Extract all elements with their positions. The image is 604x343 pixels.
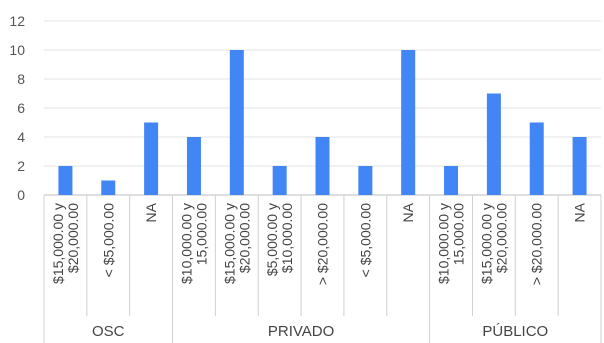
bar-privado-4 (315, 137, 330, 195)
bar-público-2 (486, 93, 501, 195)
group-labels: OSC PRIVADO PÚBLICO (92, 323, 548, 340)
bar-osc-3 (144, 122, 159, 195)
category-label: NA (572, 202, 588, 222)
category-label: $10,000.00 y (178, 203, 194, 284)
category-label: $10,000.00 (279, 203, 295, 273)
category-label: > $20,000.00 (315, 203, 331, 285)
bar-osc-2 (101, 180, 116, 195)
bar-privado-6 (401, 50, 416, 195)
bar-público-1 (444, 166, 459, 195)
category-label: $10,000.00 y (436, 203, 452, 284)
group-label-privado: PRIVADO (268, 323, 334, 340)
y-tick-label: 6 (17, 100, 25, 116)
category-label: 15,000.00 (451, 203, 467, 265)
category-label: < $5,000.00 (100, 203, 116, 278)
group-label-público: PÚBLICO (482, 323, 548, 340)
category-label: $15,000.00 y (221, 203, 237, 284)
y-axis-ticks: 0 2 4 6 8 10 12 (9, 13, 25, 203)
bar-privado-3 (272, 166, 287, 195)
bar-privado-5 (358, 166, 373, 195)
category-label: < $5,000.00 (357, 203, 373, 278)
category-label: $20,000.00 (493, 203, 509, 273)
category-label: NA (400, 202, 416, 222)
category-label: > $20,000.00 (529, 203, 545, 285)
category-label: 15,000.00 (193, 203, 209, 265)
category-labels: $15,000.00 y $20,000.00 < $5,000.00 NA $10,0… (50, 202, 588, 285)
y-tick-label: 0 (17, 187, 25, 203)
bar-privado-1 (186, 137, 201, 195)
category-label: $5,000.00 y (264, 203, 280, 276)
group-label-osc: OSC (92, 323, 125, 340)
category-separators (43, 195, 602, 343)
y-tick-label: 8 (17, 71, 25, 87)
y-tick-label: 4 (17, 129, 25, 145)
category-label: $15,000.00 y (50, 203, 66, 284)
category-label: $20,000.00 (65, 203, 81, 273)
category-label: $20,000.00 (236, 203, 252, 273)
y-tick-label: 2 (17, 158, 25, 174)
bars (58, 50, 587, 195)
category-label: NA (143, 202, 159, 222)
y-tick-label: 12 (9, 13, 25, 29)
category-label: $15,000.00 y (478, 203, 494, 284)
bar-público-4 (572, 137, 587, 195)
bar-osc-1 (58, 166, 73, 195)
bar-público-3 (529, 122, 544, 195)
bar-privado-2 (229, 50, 244, 195)
y-tick-label: 10 (9, 42, 25, 58)
